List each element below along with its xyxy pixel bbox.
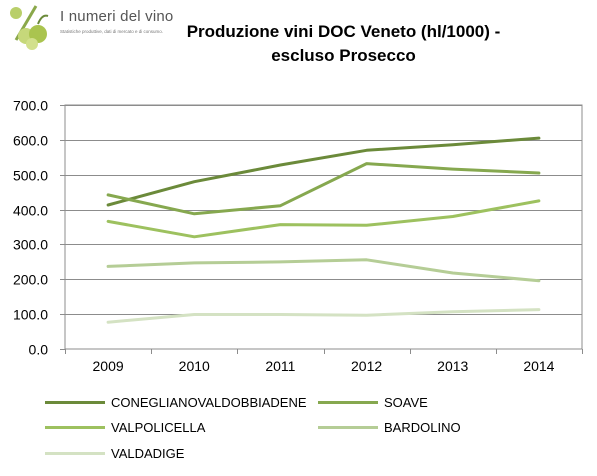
site-logo: I numeri del vino Statistiche produttive…	[2, 0, 173, 54]
legend-label: SOAVE	[384, 394, 428, 410]
y-tick-label: 600.0	[13, 133, 48, 149]
legend-label: CONEGLIANOVALDOBBIADENE	[111, 394, 307, 410]
legend-label: VALPOLICELLA	[111, 419, 206, 435]
series-line-bardolino	[106, 258, 541, 283]
y-tick-label: 200.0	[13, 272, 48, 288]
legend-swatch	[318, 400, 378, 404]
legend-swatch	[45, 425, 105, 429]
legend-item-soave: SOAVE	[318, 393, 428, 411]
chart-title-line-2: escluso Prosecco	[271, 46, 416, 65]
chart-title-line-1: Produzione vini DOC Veneto (hl/1000) -	[186, 22, 501, 41]
x-tick-label: 2011	[265, 358, 295, 374]
legend-item-valdadige: VALDADIGE	[45, 444, 184, 462]
logo-name: I numeri del vino	[60, 8, 174, 25]
y-tick-label: 100.0	[13, 307, 48, 323]
percent-grapes-icon	[2, 0, 62, 54]
series-line-coneglianovaldobbiadene	[106, 136, 541, 207]
x-tick-label: 2013	[437, 358, 468, 374]
series-line-valdadige	[106, 308, 541, 324]
legend-item-valpolicella: VALPOLICELLA	[45, 418, 205, 436]
x-tick-label: 2012	[351, 358, 382, 374]
legend-item-bardolino: BARDOLINO	[318, 418, 461, 436]
y-tick-label: 500.0	[13, 168, 48, 184]
x-tick-label: 2009	[93, 358, 124, 374]
legend-swatch	[45, 451, 105, 455]
legend-label: BARDOLINO	[384, 419, 461, 435]
x-tick-label: 2010	[179, 358, 210, 374]
y-tick-label: 0.0	[29, 342, 49, 358]
x-tick-label: 2014	[523, 358, 554, 374]
y-tick-label: 300.0	[13, 237, 48, 253]
legend-swatch	[45, 400, 105, 404]
y-tick-label: 700.0	[13, 98, 48, 114]
series-line-valpolicella	[106, 199, 541, 239]
chart-title: Produzione vini DOC Veneto (hl/1000) - e…	[150, 20, 537, 68]
logo-tagline: Statistiche produttive, dati di mercato …	[60, 29, 164, 34]
series-line-soave	[106, 162, 541, 216]
y-tick-label: 400.0	[13, 203, 48, 219]
legend-item-coneglianovaldobbiadene: CONEGLIANOVALDOBBIADENE	[45, 393, 307, 411]
legend-swatch	[318, 425, 378, 429]
legend-label: VALDADIGE	[111, 445, 185, 461]
